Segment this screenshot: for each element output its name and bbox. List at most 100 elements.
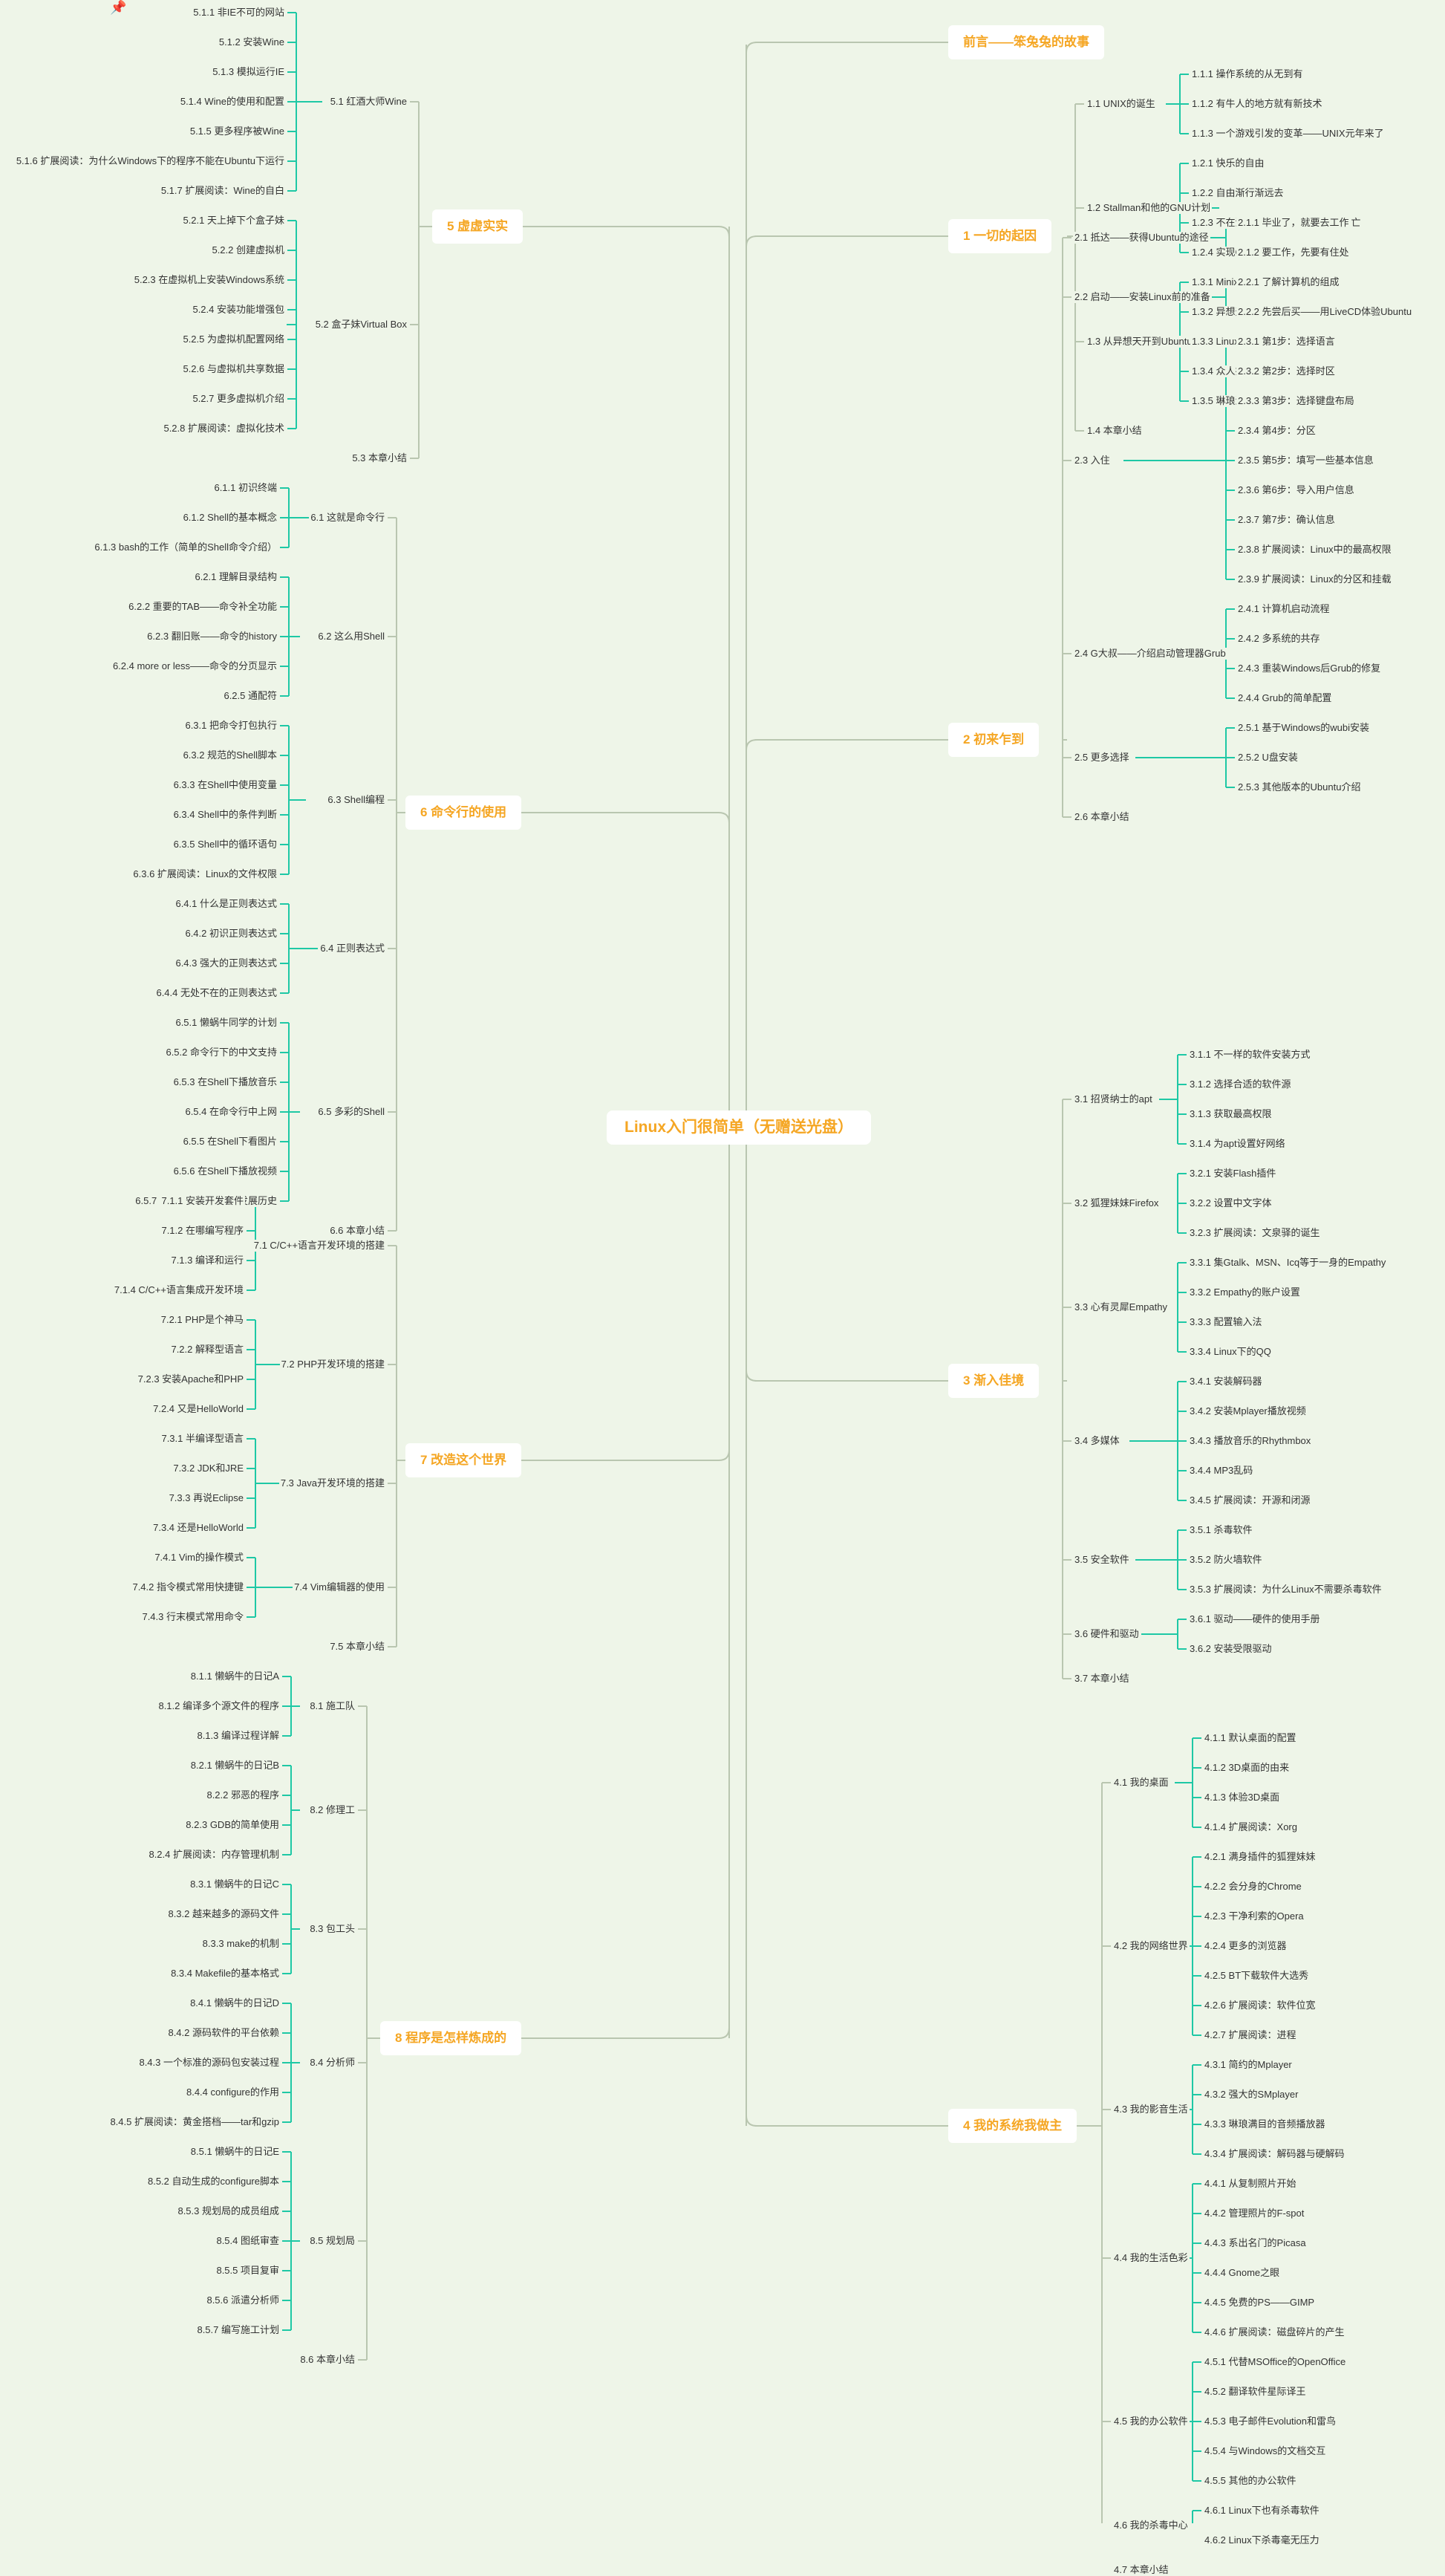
subsection-8.3.4[interactable]: 8.3.4 Makefile的基本格式	[169, 1968, 281, 1980]
subsection-8.5.4[interactable]: 8.5.4 图纸审查	[215, 2235, 281, 2247]
section-3.7[interactable]: 3.7 本章小结	[1073, 1673, 1131, 1685]
subsection-6.2.2[interactable]: 6.2.2 重要的TAB——命令补全功能	[127, 601, 278, 613]
subsection-6.3.2[interactable]: 6.3.2 规范的Shell脚本	[181, 749, 278, 761]
section-4.2[interactable]: 4.2 我的网络世界	[1112, 1940, 1190, 1952]
subsection-8.5.3[interactable]: 8.5.3 规划局的成员组成	[176, 2205, 281, 2217]
section-6.3[interactable]: 6.3 Shell编程	[326, 794, 386, 806]
subsection-6.4.1[interactable]: 6.4.1 什么是正则表达式	[174, 898, 278, 910]
section-4.5[interactable]: 4.5 我的办公软件	[1112, 2416, 1190, 2427]
section-2.6[interactable]: 2.6 本章小结	[1073, 811, 1131, 823]
subsection-6.5.2[interactable]: 6.5.2 命令行下的中文支持	[164, 1047, 278, 1058]
subsection-6.2.1[interactable]: 6.2.1 理解目录结构	[193, 571, 278, 583]
subsection-8.5.5[interactable]: 8.5.5 项目复审	[215, 2265, 281, 2277]
subsection-7.1.3[interactable]: 7.1.3 编译和运行	[169, 1255, 245, 1266]
subsection-4.5.4[interactable]: 4.5.4 与Windows的文档交互	[1203, 2445, 1328, 2457]
subsection-4.4.3[interactable]: 4.4.3 系出名门的Picasa	[1203, 2237, 1308, 2249]
subsection-4.4.2[interactable]: 4.4.2 管理照片的F-spot	[1203, 2208, 1306, 2219]
subsection-6.3.5[interactable]: 6.3.5 Shell中的循环语句	[172, 839, 278, 850]
subsection-3.5.2[interactable]: 3.5.2 防火墙软件	[1188, 1554, 1264, 1566]
subsection-5.1.6[interactable]: 5.1.6 扩展阅读：为什么Windows下的程序不能在Ubuntu下运行	[14, 155, 286, 167]
subsection-5.2.2[interactable]: 5.2.2 创建虚拟机	[210, 244, 286, 256]
subsection-2.3.8[interactable]: 2.3.8 扩展阅读：Linux中的最高权限	[1236, 544, 1393, 556]
section-5.2[interactable]: 5.2 盒子妹Virtual Box	[313, 319, 408, 331]
subsection-2.4.1[interactable]: 2.4.1 计算机启动流程	[1236, 603, 1331, 615]
subsection-2.3.7[interactable]: 2.3.7 第7步：确认信息	[1236, 514, 1337, 526]
subsection-5.1.1[interactable]: 5.1.1 非IE不可的网站	[192, 7, 286, 19]
section-8.6[interactable]: 8.6 本章小结	[299, 2354, 356, 2366]
subsection-5.1.7[interactable]: 5.1.7 扩展阅读：Wine的自白	[159, 185, 286, 197]
section-1.2[interactable]: 1.2 Stallman和他的GNU计划	[1086, 202, 1213, 214]
subsection-7.2.3[interactable]: 7.2.3 安装Apache和PHP	[136, 1373, 245, 1385]
subsection-7.2.1[interactable]: 7.2.1 PHP是个神马	[159, 1314, 245, 1326]
subsection-3.4.5[interactable]: 3.4.5 扩展阅读：开源和闭源	[1188, 1494, 1312, 1506]
subsection-2.1.2[interactable]: 2.1.2 要工作，先要有住处	[1236, 247, 1351, 258]
section-2.3[interactable]: 2.3 入住	[1073, 455, 1112, 466]
subsection-2.2.2[interactable]: 2.2.2 先尝后买——用LiveCD体验Ubuntu	[1236, 306, 1414, 318]
subsection-4.3.4[interactable]: 4.3.4 扩展阅读：解码器与硬解码	[1203, 2148, 1346, 2160]
subsection-3.6.2[interactable]: 3.6.2 安装受限驱动	[1188, 1643, 1273, 1655]
section-3.6[interactable]: 3.6 硬件和驱动	[1073, 1628, 1141, 1640]
subsection-4.2.2[interactable]: 4.2.2 会分身的Chrome	[1203, 1881, 1303, 1893]
section-8.5[interactable]: 8.5 规划局	[308, 2235, 356, 2247]
branch-6[interactable]: 6 命令行的使用	[405, 796, 522, 830]
subsection-7.1.2[interactable]: 7.1.2 在哪编写程序	[160, 1225, 245, 1237]
subsection-8.4.3[interactable]: 8.4.3 一个标准的源码包安装过程	[137, 2057, 281, 2069]
subsection-3.5.1[interactable]: 3.5.1 杀毒软件	[1188, 1524, 1254, 1536]
subsection-6.3.4[interactable]: 6.3.4 Shell中的条件判断	[172, 809, 278, 821]
subsection-4.6.1[interactable]: 4.6.1 Linux下也有杀毒软件	[1203, 2505, 1321, 2517]
subsection-3.1.3[interactable]: 3.1.3 获取最高权限	[1188, 1108, 1273, 1120]
subsection-2.5.3[interactable]: 2.5.3 其他版本的Ubuntu介绍	[1236, 781, 1363, 793]
subsection-1.1.1[interactable]: 1.1.1 操作系统的从无到有	[1190, 68, 1305, 80]
subsection-7.4.2[interactable]: 7.4.2 指令模式常用快捷键	[131, 1581, 245, 1593]
subsection-8.5.6[interactable]: 8.5.6 派遣分析师	[205, 2294, 281, 2306]
subsection-4.2.6[interactable]: 4.2.6 扩展阅读：软件位宽	[1203, 2000, 1317, 2011]
section-3.5[interactable]: 3.5 安全软件	[1073, 1554, 1131, 1566]
subsection-2.2.1[interactable]: 2.2.1 了解计算机的组成	[1236, 276, 1341, 288]
subsection-7.3.1[interactable]: 7.3.1 半编译型语言	[160, 1433, 245, 1445]
subsection-2.4.2[interactable]: 2.4.2 多系统的共存	[1236, 633, 1322, 645]
subsection-4.1.2[interactable]: 4.1.2 3D桌面的由来	[1203, 1762, 1291, 1774]
section-7.3[interactable]: 7.3 Java开发环境的搭建	[278, 1477, 386, 1489]
section-1.1[interactable]: 1.1 UNIX的诞生	[1086, 98, 1157, 110]
subsection-7.2.2[interactable]: 7.2.2 解释型语言	[169, 1344, 245, 1356]
subsection-4.4.6[interactable]: 4.4.6 扩展阅读：磁盘碎片的产生	[1203, 2326, 1346, 2338]
branch-0[interactable]: 前言——笨兔兔的故事	[948, 25, 1104, 59]
subsection-6.5.5[interactable]: 6.5.5 在Shell下看图片	[181, 1136, 278, 1148]
section-6.1[interactable]: 6.1 这就是命令行	[309, 512, 386, 524]
branch-8[interactable]: 8 程序是怎样炼成的	[380, 2021, 522, 2055]
subsection-6.4.2[interactable]: 6.4.2 初识正则表达式	[183, 928, 278, 940]
subsection-7.3.4[interactable]: 7.3.4 还是HelloWorld	[151, 1522, 245, 1534]
subsection-2.5.1[interactable]: 2.5.1 基于Windows的wubi安装	[1236, 722, 1371, 734]
subsection-8.5.2[interactable]: 8.5.2 自动生成的configure脚本	[146, 2176, 281, 2188]
branch-1[interactable]: 1 一切的起因	[948, 219, 1052, 253]
subsection-6.3.3[interactable]: 6.3.3 在Shell中使用变量	[172, 779, 278, 791]
subsection-2.3.4[interactable]: 2.3.4 第4步：分区	[1236, 425, 1317, 437]
section-4.3[interactable]: 4.3 我的影音生活	[1112, 2104, 1190, 2115]
section-8.1[interactable]: 8.1 施工队	[308, 1700, 356, 1712]
section-7.1[interactable]: 7.1 C/C++语言开发环境的搭建	[252, 1240, 386, 1252]
subsection-3.4.2[interactable]: 3.4.2 安装Mplayer播放视频	[1188, 1405, 1308, 1417]
subsection-2.5.2[interactable]: 2.5.2 U盘安装	[1236, 752, 1299, 764]
section-6.6[interactable]: 6.6 本章小结	[328, 1225, 386, 1237]
subsection-8.4.2[interactable]: 8.4.2 源码软件的平台依赖	[166, 2027, 281, 2039]
subsection-2.3.3[interactable]: 2.3.3 第3步：选择键盘布局	[1236, 395, 1356, 407]
section-7.4[interactable]: 7.4 Vim编辑器的使用	[293, 1581, 386, 1593]
section-5.3[interactable]: 5.3 本章小结	[350, 452, 408, 464]
subsection-5.2.6[interactable]: 5.2.6 与虚拟机共享数据	[181, 363, 286, 375]
subsection-4.2.5[interactable]: 4.2.5 BT下载软件大选秀	[1203, 1970, 1311, 1982]
subsection-4.3.2[interactable]: 4.3.2 强大的SMplayer	[1203, 2089, 1300, 2101]
subsection-3.1.2[interactable]: 3.1.2 选择合适的软件源	[1188, 1079, 1293, 1090]
central-topic[interactable]: Linux入门很简单（无赠送光盘）	[607, 1110, 871, 1145]
subsection-4.2.3[interactable]: 4.2.3 干净利索的Opera	[1203, 1910, 1305, 1922]
section-6.5[interactable]: 6.5 多彩的Shell	[316, 1106, 386, 1118]
section-8.2[interactable]: 8.2 修理工	[308, 1804, 356, 1816]
branch-5[interactable]: 5 虚虚实实	[432, 209, 523, 244]
section-1.4[interactable]: 1.4 本章小结	[1086, 425, 1144, 437]
branch-7[interactable]: 7 改造这个世界	[405, 1443, 522, 1477]
subsection-8.5.1[interactable]: 8.5.1 懒蜗牛的日记E	[189, 2146, 281, 2158]
subsection-3.1.1[interactable]: 3.1.1 不一样的软件安装方式	[1188, 1049, 1312, 1061]
subsection-7.1.4[interactable]: 7.1.4 C/C++语言集成开发环境	[112, 1284, 245, 1296]
section-3.2[interactable]: 3.2 狐狸妹妹Firefox	[1073, 1197, 1161, 1209]
subsection-7.3.2[interactable]: 7.3.2 JDK和JRE	[172, 1463, 245, 1474]
subsection-8.1.2[interactable]: 8.1.2 编译多个源文件的程序	[157, 1700, 281, 1712]
